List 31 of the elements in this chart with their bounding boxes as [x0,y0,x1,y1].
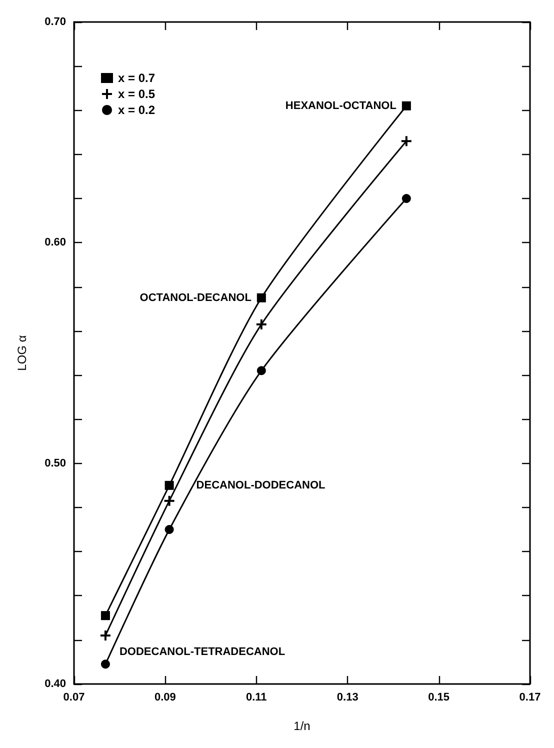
annotation: DODECANOL-TETRADECANOL [119,646,286,658]
point [100,630,110,640]
point [100,660,110,669]
legend-label: x = 0.5 [118,87,156,101]
legend-label: x = 0.2 [118,103,156,117]
point [256,293,266,302]
annotation: OCTANOL-DECANOL [140,292,252,304]
x-tick-label: 0.07 [63,692,85,704]
point [164,480,174,490]
point [401,136,412,146]
annotation: HEXANOL-OCTANOL [285,100,397,112]
point [402,101,411,110]
x-tick-label: 0.09 [154,692,176,704]
point [256,319,266,330]
y-tick-label: 0.40 [44,678,66,690]
annotation: DECANOL-DODECANOL [196,479,326,492]
y-tick-label: 0.60 [44,236,66,249]
x-axis-title: 1/n [294,719,310,733]
point [402,194,411,204]
point [100,611,110,620]
y-tick-label: 0.70 [44,16,66,28]
x-tick-label: 0.11 [246,692,267,704]
x-tick-label: 0.17 [519,692,541,704]
x-tick-label: 0.15 [428,692,450,704]
point [164,496,174,506]
legend-label: x = 0.7 [118,71,156,85]
y-tick-label: 0.50 [44,457,66,470]
point [164,525,174,534]
point [256,366,266,376]
y-axis-title: LOG α [15,335,29,371]
x-tick-label: 0.13 [336,692,358,704]
